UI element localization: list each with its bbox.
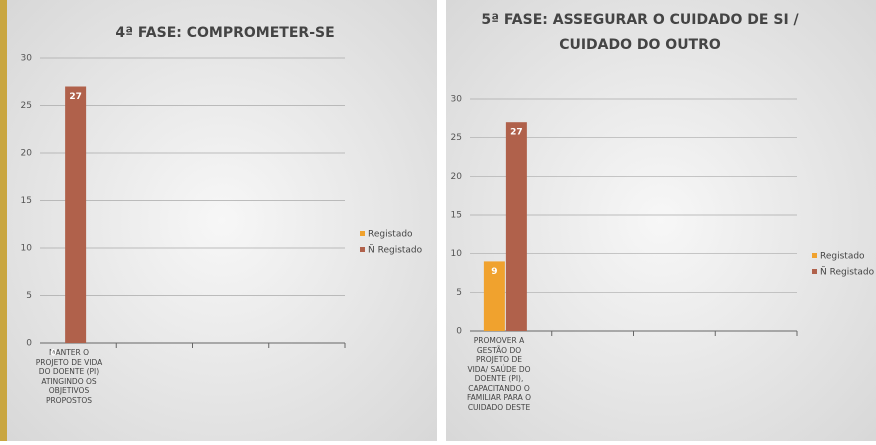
y-tick-label: 20 — [451, 172, 463, 182]
x-tick-label: PROMOVER A GESTÃO DO PROJETO DE VIDA/ SA… — [466, 336, 532, 412]
data-label: 0 — [50, 349, 56, 359]
y-tick-label: 15 — [451, 211, 462, 221]
legend-label: Ñ Registado — [820, 267, 875, 278]
y-tick-label: 5 — [456, 288, 462, 298]
legend-swatch — [360, 247, 365, 252]
y-tick-label: 5 — [26, 291, 32, 301]
y-tick-label: 30 — [451, 95, 463, 105]
y-tick-label: 10 — [451, 249, 463, 259]
chart-title: 4ª FASE: COMPROMETER-SE — [115, 25, 334, 41]
bar — [505, 122, 527, 331]
chart-title: 5ª FASE: ASSEGURAR O CUIDADO DE SI / — [481, 12, 799, 28]
legend-label: Registado — [368, 230, 413, 240]
chart-title: CUIDADO DO OUTRO — [559, 37, 721, 53]
y-tick-label: 25 — [21, 101, 32, 111]
y-tick-label: 10 — [21, 244, 33, 254]
legend-label: Ñ Registado — [368, 245, 423, 256]
legend-swatch — [812, 269, 817, 274]
y-tick-label: 15 — [21, 196, 32, 206]
y-tick-label: 25 — [451, 133, 462, 143]
x-tick-label: MANTER O PROJETO DE VIDA DO DOENTE (PI) … — [35, 348, 103, 405]
bar — [483, 261, 505, 331]
legend-label: Registado — [820, 252, 865, 262]
x-tick-label-box: PROMOVER A GESTÃO DO PROJETO DE VIDA/ SA… — [466, 336, 532, 412]
y-tick-label: 0 — [26, 339, 32, 349]
data-label: 27 — [510, 128, 523, 138]
border — [0, 0, 7, 441]
data-label: 9 — [491, 267, 497, 277]
bar — [65, 86, 87, 343]
legend-swatch — [812, 253, 817, 258]
legend-swatch — [360, 231, 365, 236]
y-tick-label: 30 — [21, 54, 33, 64]
data-label: 27 — [69, 92, 82, 102]
x-tick-label-box: MANTER O PROJETO DE VIDA DO DOENTE (PI) … — [35, 348, 103, 405]
y-tick-label: 20 — [21, 149, 33, 159]
y-tick-label: 0 — [456, 327, 462, 337]
